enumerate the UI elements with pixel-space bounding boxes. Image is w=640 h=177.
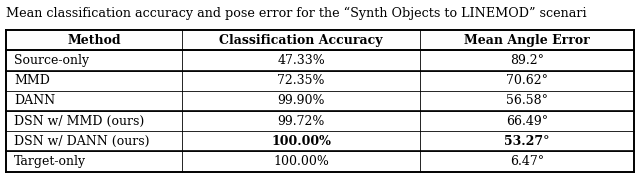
Text: 99.72%: 99.72% [278,115,325,128]
Text: 100.00%: 100.00% [271,135,331,148]
Text: Source-only: Source-only [14,54,89,67]
Text: DSN w/ MMD (ours): DSN w/ MMD (ours) [14,115,144,128]
Text: Method: Method [67,34,121,47]
Text: Mean classification accuracy and pose error for the “Synth Objects to LINEMOD” s: Mean classification accuracy and pose er… [6,7,587,20]
Text: 72.35%: 72.35% [277,74,325,87]
Text: 99.90%: 99.90% [277,94,325,107]
Text: 70.62°: 70.62° [506,74,548,87]
Text: 100.00%: 100.00% [273,155,329,168]
Text: DSN w/ DANN (ours): DSN w/ DANN (ours) [14,135,149,148]
Text: 66.49°: 66.49° [506,115,548,128]
Text: 53.27°: 53.27° [504,135,550,148]
Text: Target-only: Target-only [14,155,86,168]
Text: 6.47°: 6.47° [510,155,544,168]
Text: DANN: DANN [14,94,55,107]
Text: 89.2°: 89.2° [510,54,544,67]
Text: 56.58°: 56.58° [506,94,548,107]
Text: Classification Accuracy: Classification Accuracy [220,34,383,47]
Text: MMD: MMD [14,74,50,87]
Text: Mean Angle Error: Mean Angle Error [464,34,590,47]
Text: 47.33%: 47.33% [277,54,325,67]
